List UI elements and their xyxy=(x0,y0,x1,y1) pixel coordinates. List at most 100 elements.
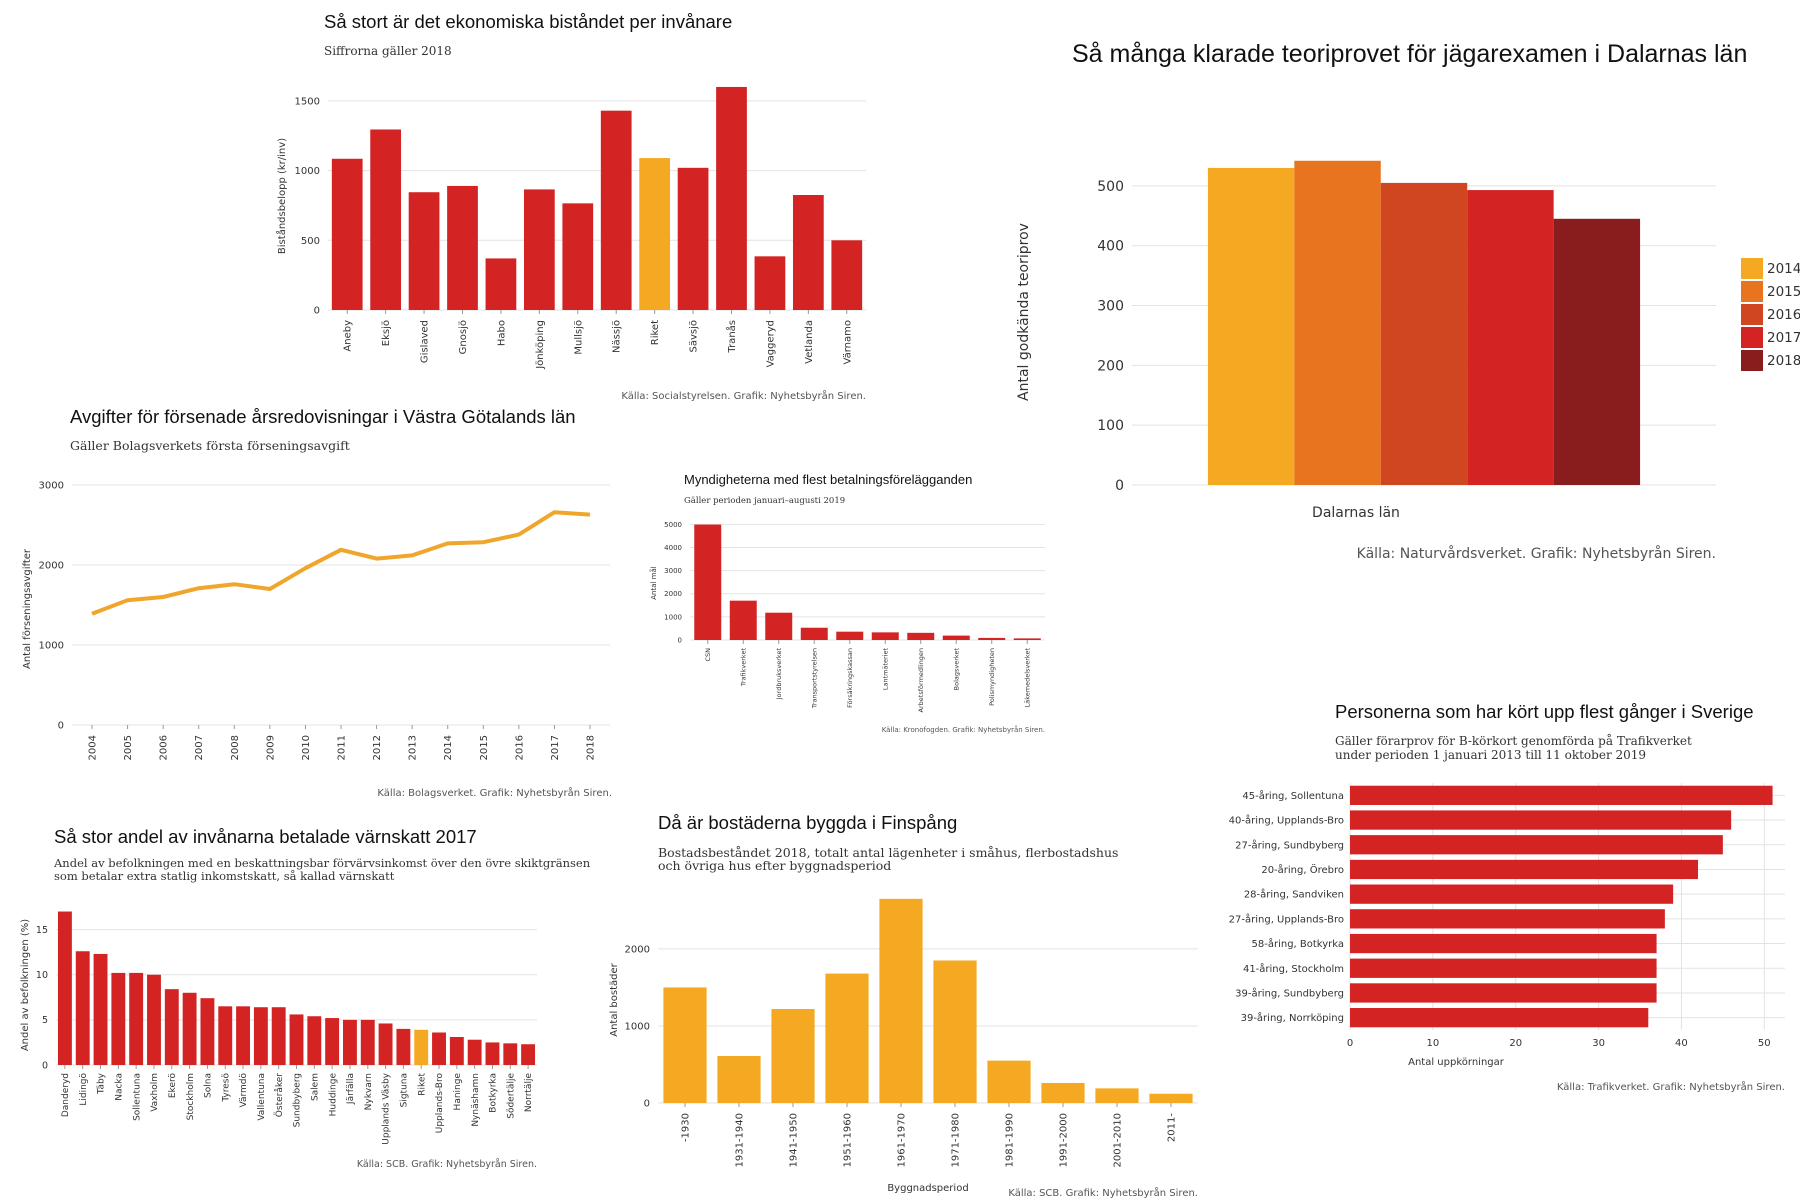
x-tick-label: Vaggeryd xyxy=(765,320,776,367)
x-axis-label: Antal uppkörningar xyxy=(1408,1057,1505,1068)
y-tick-label: 5000 xyxy=(664,521,682,529)
x-axis-label: Byggnadsperiod xyxy=(887,1183,968,1194)
x-tick-label: Sävsjö xyxy=(689,320,700,353)
x-tick-label: 2018 xyxy=(586,735,597,760)
x-tick-label: Salem xyxy=(310,1073,320,1101)
y-tick-label: 15 xyxy=(36,925,48,936)
bar xyxy=(523,189,555,310)
x-tick-label: Sollentuna xyxy=(132,1073,142,1121)
y-tick-label: 3000 xyxy=(39,481,64,492)
chart-forseningsavgifter: Avgifter för försenade årsredovisningar … xyxy=(22,406,612,799)
legend-swatch xyxy=(1741,258,1763,279)
y-tick-label: 1000 xyxy=(664,613,682,621)
bar xyxy=(253,1007,268,1065)
y-tick-label: 400 xyxy=(1097,239,1124,255)
series-line xyxy=(91,510,591,616)
x-tick-label: 1941-1950 xyxy=(789,1113,800,1168)
x-tick-label: Nässjö xyxy=(612,320,623,353)
bar xyxy=(771,1009,815,1103)
bar xyxy=(754,256,786,310)
y-tick-label: 41-åring, Stockholm xyxy=(1243,962,1344,975)
bar xyxy=(396,1028,411,1065)
chart-title: Avgifter för försenade årsredovisningar … xyxy=(70,406,576,427)
bar xyxy=(75,951,90,1065)
x-tick-label: Bolagsverket xyxy=(953,648,961,691)
x-tick-label: Polismyndigheten xyxy=(988,648,996,706)
chart-title: Myndigheterna med flest betalningsförelä… xyxy=(684,472,972,487)
chart-varnskatt: Så stor andel av invånarna betalade värn… xyxy=(20,826,591,1170)
legend-swatch xyxy=(1741,350,1763,371)
y-tick-label: 3000 xyxy=(664,567,682,575)
x-tick-label: 2014 xyxy=(443,735,454,760)
bar xyxy=(836,631,864,640)
x-tick-label: Tranås xyxy=(725,320,738,354)
x-tick-label: Läkemedelsverket xyxy=(1024,648,1032,708)
bar xyxy=(1553,218,1641,485)
x-tick-label: 1931-1940 xyxy=(735,1113,746,1168)
bar xyxy=(408,192,440,310)
y-axis-label: Antal förseningsavgifter xyxy=(22,548,33,669)
x-tick-label: 1961-1970 xyxy=(897,1113,908,1168)
bar xyxy=(1350,958,1657,978)
chart-betalningsforelagganden: Myndigheterna med flest betalningsförelä… xyxy=(649,472,1045,734)
x-tick-label: Vaxholm xyxy=(150,1073,160,1112)
x-tick-label: Tyresö xyxy=(221,1073,231,1103)
bar xyxy=(57,911,72,1065)
chart-source: Källa: Socialstyrelsen. Grafik: Nyhetsby… xyxy=(621,389,866,402)
bar xyxy=(1350,1008,1649,1028)
bar xyxy=(1095,1088,1139,1103)
bar xyxy=(942,635,970,640)
x-tick-label: 0 xyxy=(1347,1038,1353,1049)
x-tick-label: Sigtuna xyxy=(400,1073,410,1107)
legend-label: 2014 xyxy=(1767,261,1800,277)
y-tick-label: 200 xyxy=(1097,358,1124,374)
y-tick-label: 39-åring, Sundbyberg xyxy=(1235,986,1344,999)
chart-subtitle: Gäller förarprov för B-körkort genomförd… xyxy=(1335,733,1692,748)
bar xyxy=(729,600,757,640)
x-tick-label: 2006 xyxy=(159,735,170,760)
bar xyxy=(218,1006,233,1065)
bar xyxy=(987,1060,1031,1103)
x-tick-label: Eksjö xyxy=(381,320,392,346)
bar xyxy=(111,972,126,1065)
bar xyxy=(639,158,671,310)
bar xyxy=(164,989,179,1065)
legend-swatch xyxy=(1741,304,1763,325)
chart-subtitle: Bostadsbeståndet 2018, totalt antal läge… xyxy=(658,845,1118,860)
bar xyxy=(765,612,793,640)
x-axis-label: Dalarnas län xyxy=(1312,505,1400,521)
chart-title: Då är bostäderna byggda i Finspång xyxy=(658,812,957,833)
bar xyxy=(871,632,899,640)
bar xyxy=(1350,884,1674,904)
x-tick-label: Gnosjö xyxy=(458,320,469,354)
bar xyxy=(663,987,707,1103)
legend-label: 2015 xyxy=(1767,284,1800,300)
x-tick-label: Trafikverket xyxy=(740,648,748,688)
bar xyxy=(1467,190,1554,485)
x-tick-label: 2007 xyxy=(194,735,205,760)
bar xyxy=(271,1007,286,1065)
y-tick-label: 5 xyxy=(42,1015,48,1026)
x-tick-label: 2015 xyxy=(479,735,490,760)
y-tick-label: 28-åring, Sandviken xyxy=(1244,888,1344,901)
bar xyxy=(933,960,977,1103)
y-axis-label: Antal bostäder xyxy=(609,962,620,1036)
bar xyxy=(325,1018,340,1065)
bar xyxy=(467,1039,482,1065)
y-tick-label: 0 xyxy=(1115,478,1124,494)
x-tick-label: Riket xyxy=(417,1073,427,1096)
x-tick-label: 2009 xyxy=(265,735,276,760)
chart-title: Så många klarade teoriprovet för jägarex… xyxy=(1072,40,1747,68)
x-tick-label: Värnamo xyxy=(842,320,853,364)
bar xyxy=(93,953,108,1065)
x-tick-label: Järfälla xyxy=(346,1073,356,1105)
bar xyxy=(879,898,923,1103)
x-tick-label: Danderyd xyxy=(61,1073,71,1117)
chart-subtitle: Andel av befolkningen med en beskattning… xyxy=(53,856,591,870)
y-tick-label: 39-åring, Norrköping xyxy=(1241,1011,1344,1024)
y-tick-label: 58-åring, Botkyrka xyxy=(1252,937,1345,950)
chart-finspang: Då är bostäderna byggda i Finspång Bosta… xyxy=(609,812,1198,1199)
y-tick-label: 500 xyxy=(301,236,320,247)
chart-source: Källa: Kronofogden. Grafik: Nyhetsbyrån … xyxy=(882,725,1045,734)
x-tick-label: Jordbruksverket xyxy=(775,648,783,701)
